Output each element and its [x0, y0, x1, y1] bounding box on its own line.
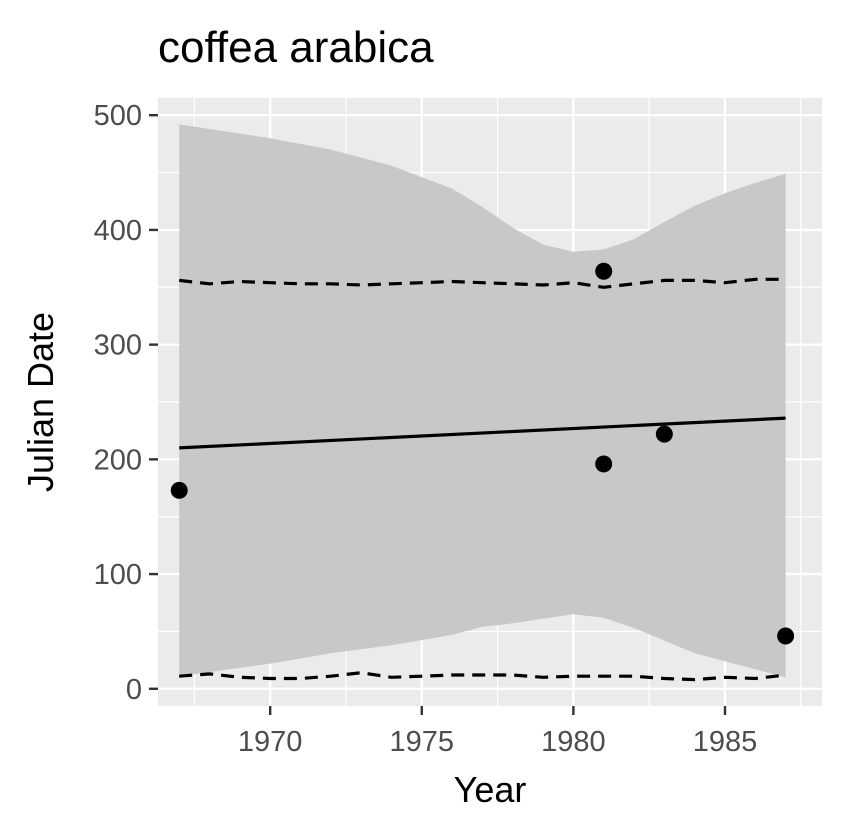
fit-line — [179, 416, 786, 450]
x-tick-label: 1985 — [693, 726, 758, 758]
dashed-lower-line — [179, 671, 786, 682]
plot-panel — [158, 98, 822, 706]
chart-title: coffea arabica — [158, 23, 434, 72]
confidence-ribbon — [179, 124, 786, 678]
y-tick-label: 200 — [94, 444, 142, 476]
data-point — [595, 262, 613, 280]
y-tick-label: 400 — [94, 215, 142, 247]
data-point — [777, 627, 795, 645]
data-point — [655, 425, 673, 443]
dashed-upper-line — [179, 277, 786, 289]
data-point — [595, 455, 613, 473]
y-tick-label: 500 — [94, 100, 142, 132]
y-tick-label: 0 — [126, 674, 142, 706]
x-axis-title: Year — [454, 769, 527, 810]
y-tick-label: 100 — [94, 559, 142, 591]
axes: 0 100 200 300 400 500 1970 1975 1980 1985 — [94, 100, 758, 758]
y-axis-title: Julian Date — [20, 312, 61, 492]
x-tick-label: 1975 — [390, 726, 455, 758]
y-tick-label: 300 — [94, 330, 142, 362]
data-point — [170, 481, 188, 499]
x-tick-label: 1970 — [238, 726, 303, 758]
x-tick-label: 1980 — [541, 726, 606, 758]
